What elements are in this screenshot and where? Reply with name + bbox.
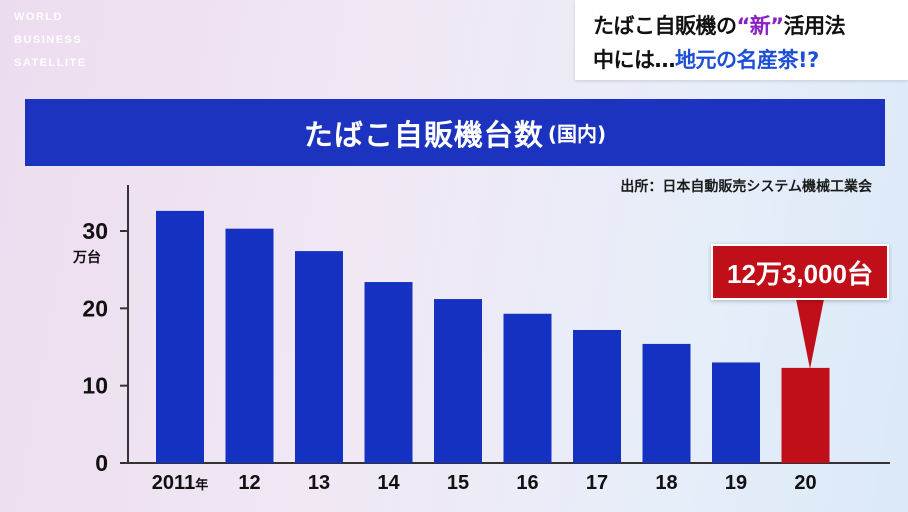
y-tick-label: 30 [82, 218, 108, 244]
x-tick-label: 13 [308, 472, 330, 494]
caption-text: 活用法 [783, 14, 846, 38]
bar [781, 367, 830, 463]
x-tick-label: 19 [725, 472, 747, 494]
x-tick-label: 18 [655, 472, 677, 494]
watermark-line: SATELLITE [14, 57, 87, 69]
chart-title: たばこ自販機台数 [303, 117, 544, 152]
value-callout: 12万3,000台 [711, 244, 889, 300]
bar [295, 251, 343, 463]
x-tick-label: 2011年 [152, 472, 208, 494]
bar [156, 210, 204, 463]
caption-line-2: 中には…地元の名産茶!? [593, 44, 819, 74]
caption-highlight: “新” [736, 14, 785, 38]
x-tick-label: 14 [377, 472, 400, 494]
chart-subtitle: (国内) [547, 122, 607, 146]
caption-highlight: 地元の名産茶!? [675, 48, 819, 72]
caption-text: たばこ自販機の [593, 14, 737, 38]
x-tick-label: 16 [516, 472, 538, 494]
caption-line-1: たばこ自販機の“新”活用法 [593, 10, 846, 40]
headline-caption: たばこ自販機の“新”活用法 中には…地元の名産茶!? [575, 0, 908, 80]
bar [364, 282, 413, 463]
source-note: 出所：日本自動販売システム機械工業会 [620, 179, 872, 195]
y-tick-label: 20 [82, 295, 108, 321]
bar [503, 313, 552, 463]
watermark-line: BUSINESS [14, 34, 83, 46]
bar [642, 343, 691, 463]
y-tick-label: 0 [95, 450, 108, 476]
watermark-line: WORLD [14, 11, 64, 23]
callout-pointer [796, 299, 824, 369]
bar [573, 329, 621, 463]
bar [712, 362, 760, 463]
chart-title-banner: たばこ自販機台数 (国内) [25, 99, 885, 166]
y-tick-label: 10 [82, 373, 108, 399]
x-tick-label: 17 [586, 472, 608, 494]
bar [225, 228, 274, 463]
x-tick-label: 12 [238, 472, 260, 494]
watermark-logo: WORLD BUSINESS SATELLITE [14, 6, 87, 75]
x-tick-label: 15 [447, 472, 469, 494]
bar [434, 299, 482, 463]
caption-text: 中には… [593, 48, 676, 72]
x-tick-label: 20 [794, 472, 816, 494]
y-axis-unit-label: 万台 [73, 250, 101, 266]
